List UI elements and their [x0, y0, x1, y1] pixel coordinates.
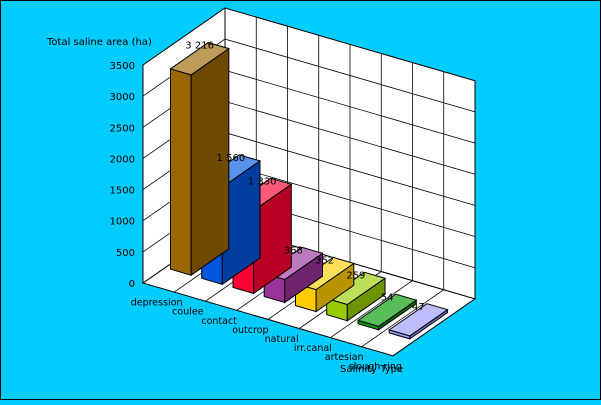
x-axis-title: Salinity Type: [340, 364, 403, 375]
data-label: 47: [412, 302, 425, 313]
data-labels: 47 54 259 352 368 1 330 1 560 3 216: [185, 41, 424, 313]
data-label: 1 330: [248, 176, 277, 187]
bar-top: [388, 303, 449, 337]
bar-artesian: [356, 293, 418, 331]
data-label: 368: [284, 245, 303, 256]
category-label: natural: [265, 334, 299, 345]
bar-top: [356, 293, 418, 327]
floor-gridline: [330, 280, 413, 338]
category-label: slough ring: [349, 361, 402, 372]
y-tick-label: 2500: [110, 123, 135, 134]
category-label: outcrop: [232, 325, 268, 336]
bar-front: [170, 68, 192, 276]
category-labels: slough ringartesianirr.canalnaturaloutcr…: [131, 298, 402, 373]
y-tick-label: 1000: [110, 217, 135, 228]
bar-series: [169, 42, 449, 340]
category-label: irr.canal: [294, 343, 332, 354]
category-label: artesian: [325, 352, 364, 363]
bar-slough-ring: [388, 303, 449, 340]
data-label: 54: [381, 292, 394, 303]
y-tick-label: 0: [129, 279, 135, 290]
y-axis-title: Total saline area (ha): [46, 37, 152, 48]
y-tick-label: 3500: [110, 61, 135, 72]
y-tick-label: 500: [116, 248, 135, 259]
data-label: 352: [315, 256, 334, 267]
y-tick-labels: 0 500 1000 1500 2000 2500 3000 3500: [110, 61, 135, 290]
data-label: 1 560: [217, 153, 246, 164]
data-label: 259: [346, 270, 365, 281]
bar-depression: [169, 42, 230, 277]
floor-gridline: [361, 289, 444, 348]
bar-irr-canal: [325, 271, 387, 322]
data-label: 3 216: [185, 41, 214, 52]
y-tick-label: 2000: [110, 154, 135, 165]
y-tick-label: 1500: [110, 186, 135, 197]
category-label: contact: [201, 316, 237, 327]
category-label: coulee: [172, 307, 204, 318]
bar-top: [169, 42, 230, 76]
y-tick-label: 3000: [110, 92, 135, 103]
category-label: depression: [131, 298, 183, 309]
